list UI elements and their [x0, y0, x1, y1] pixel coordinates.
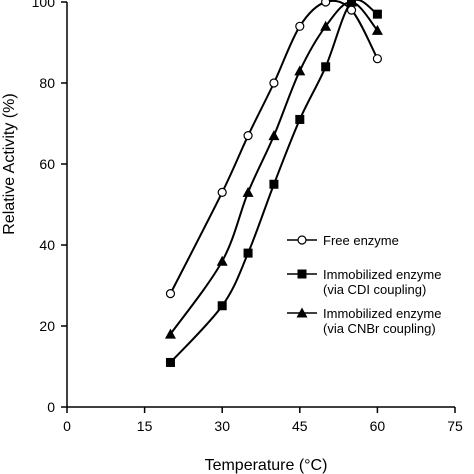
series-2 — [165, 0, 382, 367]
axes: 0 15 30 45 60 75 0 20 40 60 80 100 — [32, 0, 463, 434]
filled-square-marker — [372, 9, 382, 19]
legend-label: (via CNBr coupling) — [323, 321, 436, 336]
series-layer — [164, 0, 383, 367]
legend-item-1: Free enzyme — [287, 233, 399, 248]
open-circle-marker — [243, 131, 253, 141]
open-circle-marker — [165, 289, 176, 299]
legend-item-3: Immobilized enzyme(via CNBr coupling) — [287, 306, 442, 336]
series-3 — [164, 0, 383, 339]
x-tick-label: 0 — [63, 418, 71, 434]
y-tick-label: 60 — [39, 156, 55, 172]
y-tick-label: 20 — [39, 318, 55, 334]
filled-triangle-marker — [268, 130, 280, 141]
filled-triangle-marker — [294, 65, 306, 76]
legend-label: Immobilized enzyme — [323, 306, 442, 321]
filled-square-marker — [217, 301, 227, 311]
open-circle-marker — [321, 0, 331, 7]
filled-triangle-marker — [346, 0, 358, 7]
y-tick-label: 0 — [47, 399, 55, 415]
open-circle-marker — [372, 54, 382, 64]
legend-item-2: Immobilized enzyme(via CDI coupling) — [287, 267, 442, 297]
open-circle-marker — [295, 21, 305, 31]
open-circle-marker — [269, 78, 279, 88]
legend-filled-square-marker — [297, 269, 307, 279]
x-tick-label: 45 — [292, 418, 308, 434]
filled-triangle-marker — [216, 255, 228, 266]
series-1 — [165, 0, 382, 299]
filled-square-marker — [269, 179, 279, 189]
legend-label: Free enzyme — [323, 233, 399, 248]
y-tick-label: 100 — [32, 0, 56, 10]
y-axis-title: Relative Activity (%) — [1, 93, 18, 234]
filled-square-marker — [243, 248, 253, 258]
legend-filled-triangle-marker — [296, 307, 308, 318]
x-tick-label: 60 — [370, 418, 386, 434]
filled-triangle-marker — [371, 24, 383, 35]
legend-label: (via CDI coupling) — [323, 282, 426, 297]
legend-label: Immobilized enzyme — [323, 267, 442, 282]
y-tick-label: 40 — [39, 237, 55, 253]
x-tick-label: 15 — [137, 418, 153, 434]
filled-triangle-marker — [242, 186, 254, 197]
x-axis-title: Temperature (°C) — [205, 457, 328, 474]
y-tick-label: 80 — [39, 75, 55, 91]
filled-square-marker — [295, 114, 305, 124]
legend-open-circle-marker — [297, 235, 307, 245]
series-line — [169, 0, 379, 295]
filled-triangle-marker — [320, 20, 332, 31]
filled-square-marker — [165, 357, 175, 367]
x-tick-label: 30 — [214, 418, 230, 434]
filled-triangle-marker — [164, 328, 176, 339]
x-tick-label: 75 — [447, 418, 463, 434]
filled-square-marker — [321, 62, 331, 72]
open-circle-marker — [217, 187, 227, 197]
